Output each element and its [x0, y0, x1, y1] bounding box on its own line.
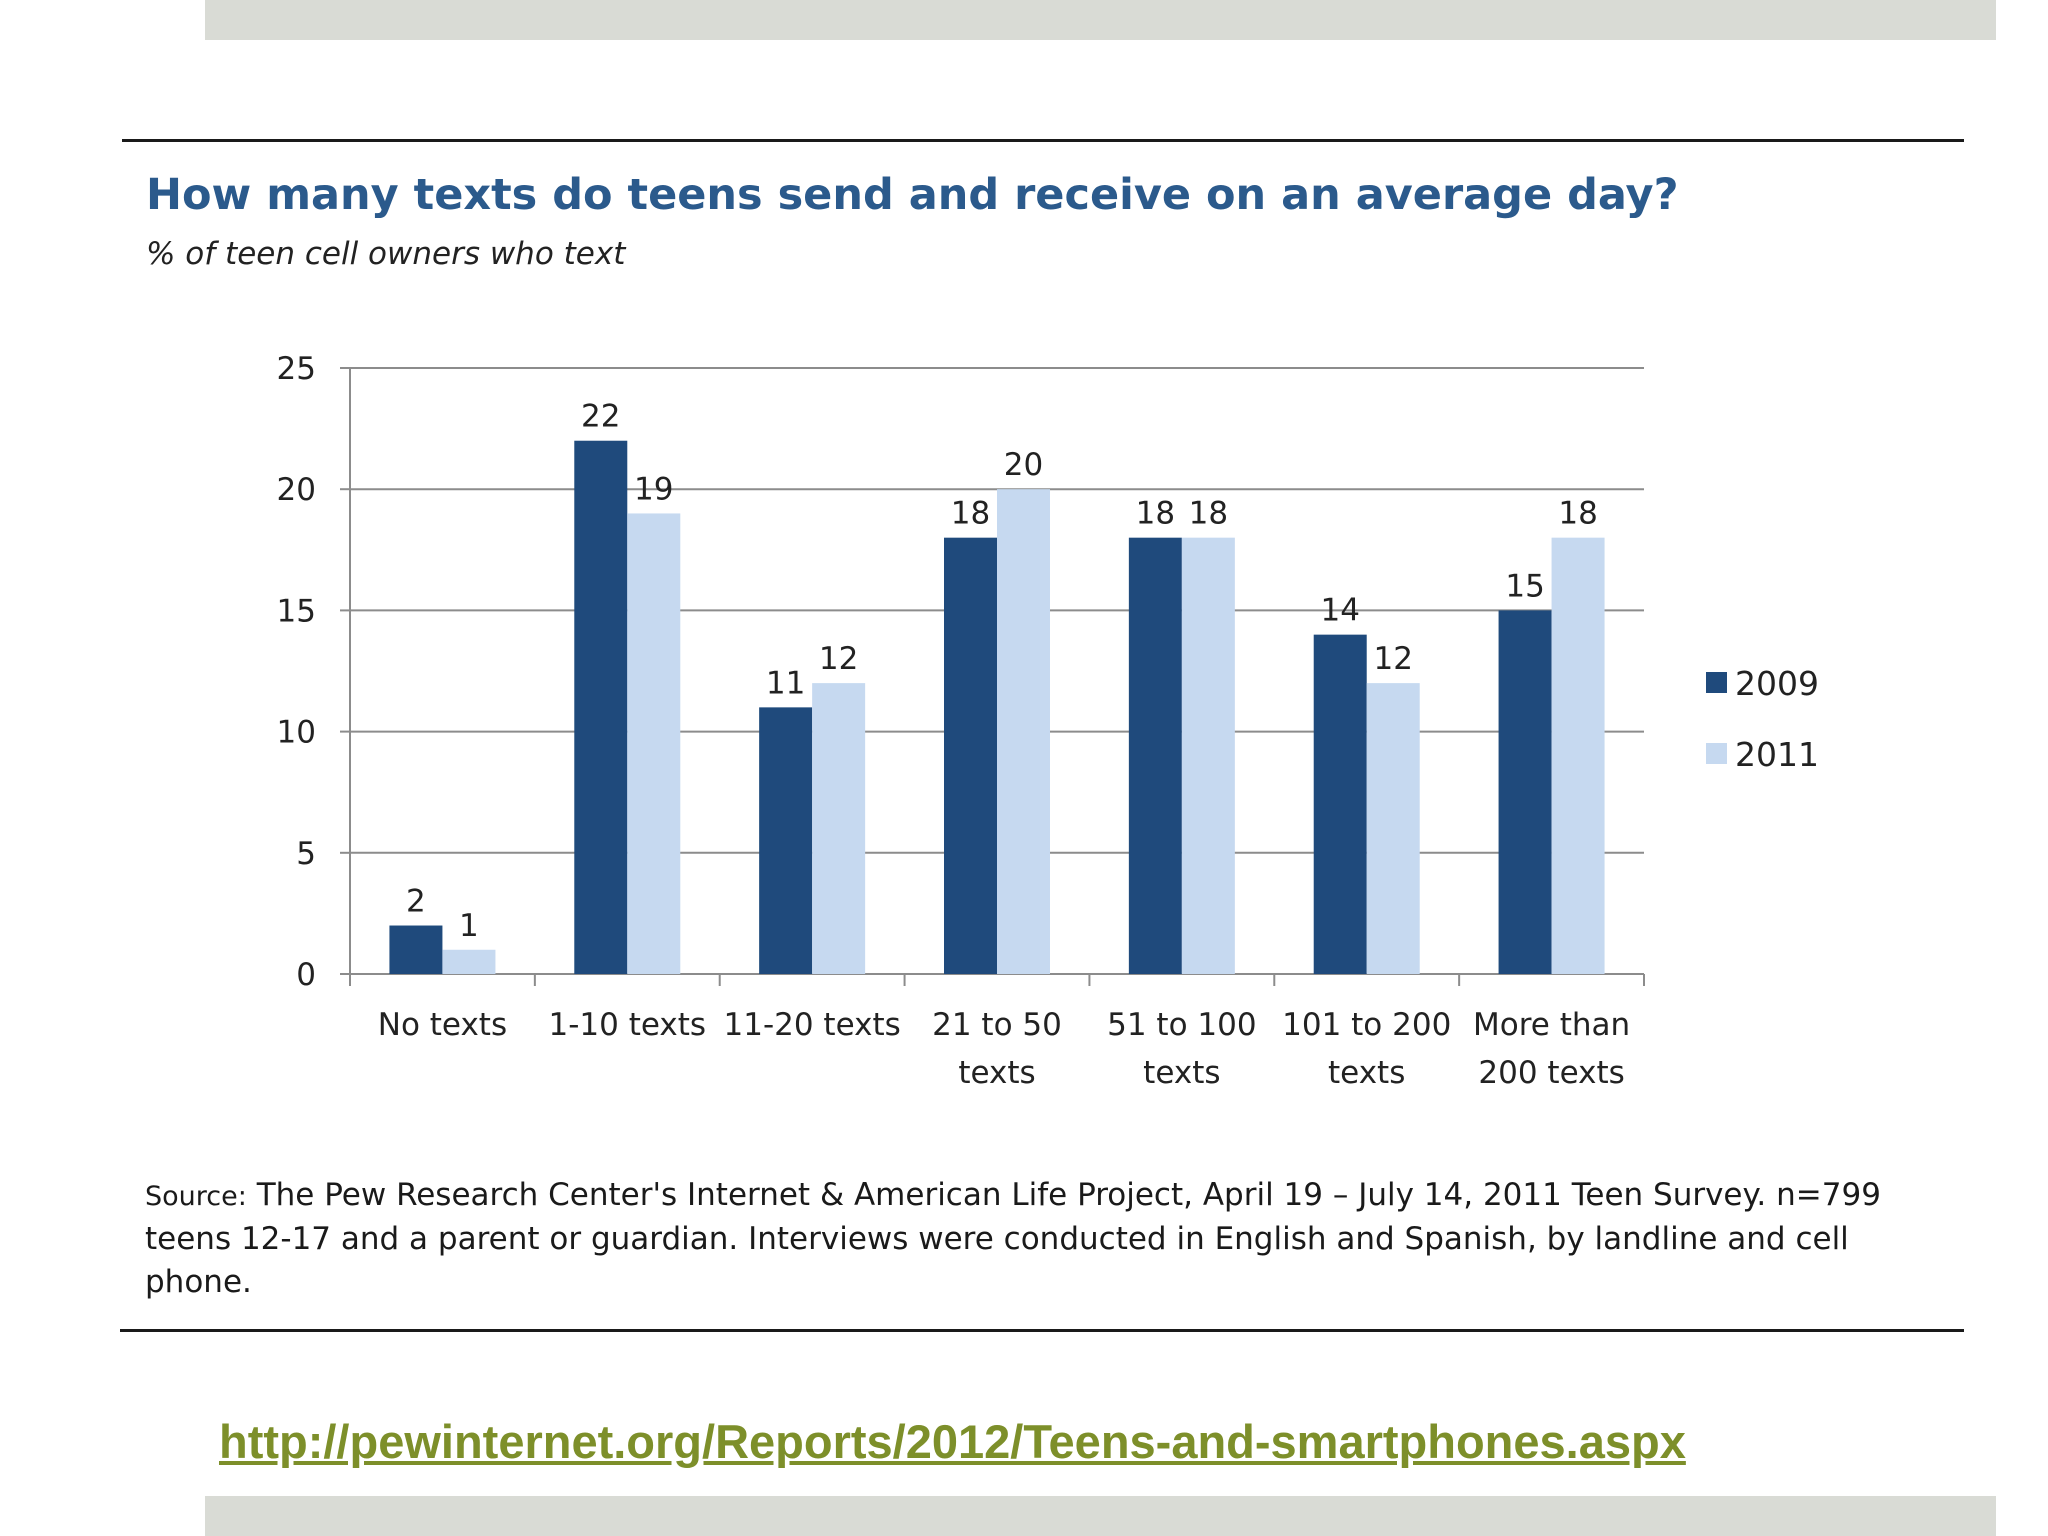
- data-label: 20: [1004, 447, 1043, 483]
- data-label: 12: [1373, 641, 1412, 677]
- x-tick-label: 21 to 50: [932, 1007, 1062, 1043]
- x-tick-label: 51 to 100: [1107, 1007, 1256, 1043]
- data-label: 11: [766, 665, 805, 701]
- data-label: 18: [951, 496, 990, 532]
- chart-title: How many texts do teens send and receive…: [146, 170, 1679, 220]
- data-label: 18: [1136, 496, 1175, 532]
- data-label: 14: [1320, 593, 1359, 629]
- bar-2009-0: [389, 925, 443, 974]
- bottom-rule: [120, 1329, 1964, 1332]
- x-tick-label: texts: [1328, 1055, 1405, 1091]
- legend-swatch-2009: [1706, 672, 1727, 693]
- legend-label: 2009: [1735, 664, 1819, 703]
- bar-2009-3: [944, 537, 997, 974]
- bar-2011-5: [1366, 683, 1420, 974]
- legend-label: 2011: [1735, 735, 1819, 774]
- x-tick-label: More than: [1473, 1007, 1630, 1043]
- source-note: Source: The Pew Research Center's Intern…: [145, 1174, 1925, 1304]
- data-label: 18: [1558, 496, 1597, 532]
- header-band: [205, 0, 1996, 40]
- data-label: 2: [406, 884, 426, 920]
- data-label: 1: [459, 908, 479, 944]
- bar-2009-1: [574, 440, 628, 975]
- bar-2011-3: [997, 489, 1050, 974]
- y-tick-label: 20: [277, 472, 316, 508]
- report-link[interactable]: http://pewinternet.org/Reports/2012/Teen…: [219, 1415, 1686, 1468]
- bar-2009-6: [1498, 610, 1552, 974]
- bar-2011-0: [442, 949, 496, 974]
- x-tick-label: No texts: [378, 1007, 507, 1043]
- bar-2011-1: [627, 513, 681, 974]
- data-label: 22: [581, 399, 620, 435]
- x-tick-label: 101 to 200: [1282, 1007, 1451, 1043]
- bar-2009-5: [1313, 634, 1367, 974]
- x-tick-label: 200 texts: [1478, 1055, 1624, 1091]
- bar-2009-4: [1128, 537, 1182, 974]
- top-rule: [122, 139, 1964, 142]
- y-tick-label: 5: [296, 836, 316, 872]
- y-tick-label: 15: [277, 593, 316, 629]
- x-tick-label: texts: [958, 1055, 1035, 1091]
- data-label: 19: [634, 471, 673, 507]
- bar-chart: 0 5 10 15 20 25 21 No texts 22 19 1-10 texts 11 12 11…: [277, 351, 1819, 1091]
- chart-subtitle: % of teen cell owners who text: [146, 236, 626, 272]
- footer-band: [205, 1496, 1996, 1536]
- x-tick-label: texts: [1143, 1055, 1220, 1091]
- data-label: 15: [1505, 568, 1544, 604]
- y-tick-label: 10: [277, 715, 316, 751]
- data-label: 18: [1189, 496, 1228, 532]
- x-tick-label: 11-20 texts: [724, 1007, 901, 1043]
- bar-2011-4: [1181, 537, 1235, 974]
- y-tick-label: 0: [296, 957, 316, 993]
- data-label: 12: [819, 641, 858, 677]
- legend-swatch-2011: [1706, 743, 1727, 764]
- bar-2011-2: [812, 683, 866, 974]
- bar-2009-2: [759, 707, 813, 974]
- source-label: Source:: [145, 1181, 247, 1212]
- y-tick-label: 25: [277, 351, 316, 387]
- bar-2011-6: [1551, 537, 1605, 974]
- x-tick-label: 1-10 texts: [549, 1007, 707, 1043]
- source-text: The Pew Research Center's Internet & Ame…: [145, 1177, 1881, 1300]
